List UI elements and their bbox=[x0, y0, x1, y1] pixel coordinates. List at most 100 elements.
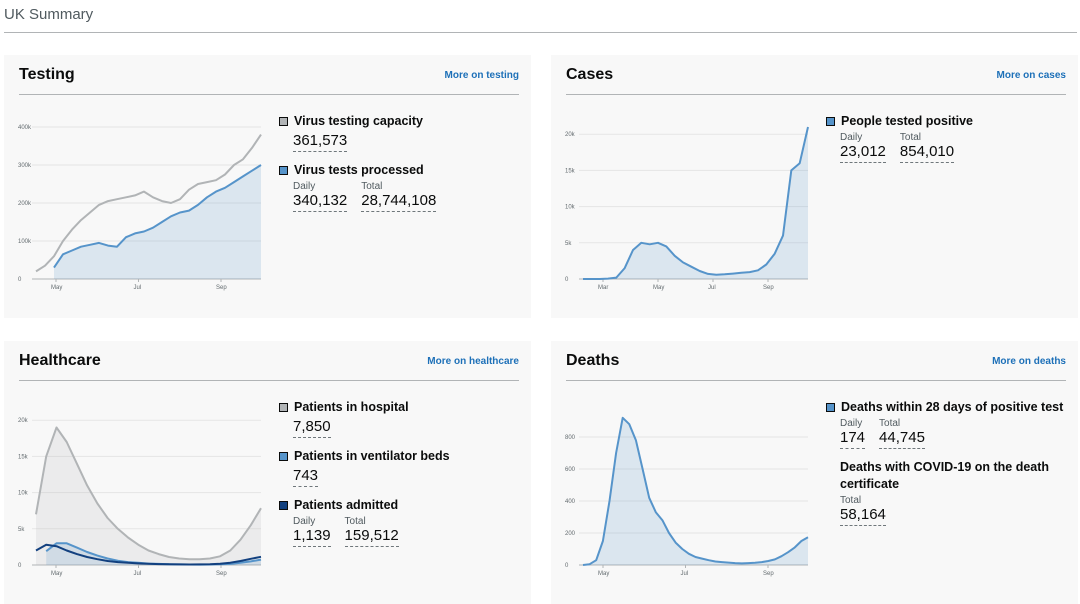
metric-value-label: Total bbox=[840, 495, 862, 506]
card-title: Testing bbox=[19, 66, 75, 83]
metric-value-group: Daily 340,132 bbox=[293, 181, 348, 212]
y-tick-label: 200k bbox=[18, 201, 32, 207]
series-area bbox=[54, 165, 261, 279]
metric-block: Patients in hospital 7,850 bbox=[278, 399, 523, 438]
metric-values: Daily 23,012 Total 854,010 bbox=[840, 132, 1070, 163]
metric-value-group: Daily 23,012 bbox=[840, 132, 886, 163]
metric-value[interactable]: 58,164 bbox=[840, 506, 886, 526]
healthcare-card: Healthcare More on healthcare 0 5k 10k 15k 2… bbox=[4, 341, 531, 604]
metric-value-group: 743 bbox=[293, 467, 319, 487]
series-area bbox=[583, 417, 808, 565]
y-tick-label: 0 bbox=[565, 563, 569, 569]
metric-values: 743 bbox=[293, 467, 523, 487]
series-line bbox=[35, 134, 262, 273]
metric-value[interactable]: 159,512 bbox=[344, 527, 399, 547]
x-tick-label: May bbox=[598, 571, 609, 577]
metric-title: Patients in ventilator beds bbox=[294, 449, 450, 463]
metric-heading: People tested positive bbox=[825, 113, 1070, 130]
more-on-testing-link[interactable]: More on testing bbox=[444, 70, 519, 81]
metric-title: Deaths within 28 days of positive test bbox=[841, 400, 1064, 414]
metric-value-group: Total 159,512 bbox=[344, 516, 399, 547]
legend-swatch-icon bbox=[826, 403, 835, 412]
y-tick-label: 400 bbox=[565, 499, 576, 505]
metric-heading: Patients admitted bbox=[278, 497, 523, 514]
series-line bbox=[582, 416, 809, 566]
metric-value-group: Daily 1,139 bbox=[293, 516, 331, 547]
x-tick-label: Jul bbox=[681, 571, 689, 577]
metric-value[interactable]: 23,012 bbox=[840, 143, 886, 163]
metric-heading: Patients in hospital bbox=[278, 399, 523, 416]
metric-value[interactable]: 7,850 bbox=[293, 418, 331, 438]
y-tick-label: 20k bbox=[565, 132, 576, 138]
card-title: Deaths bbox=[566, 352, 620, 369]
y-tick-label: 10k bbox=[18, 491, 29, 497]
more-on-cases-link[interactable]: More on cases bbox=[996, 70, 1066, 81]
metric-value-group: Daily 174 bbox=[840, 418, 866, 449]
metric-values: Daily 1,139 Total 159,512 bbox=[293, 516, 523, 547]
y-tick-label: 10k bbox=[565, 205, 576, 211]
metric-value[interactable]: 1,139 bbox=[293, 527, 331, 547]
x-tick-label: Sep bbox=[216, 571, 227, 577]
metric-values: Daily 174 Total 44,745 bbox=[840, 418, 1070, 449]
legend-swatch-icon bbox=[279, 166, 288, 175]
x-tick-label: Jul bbox=[134, 285, 142, 291]
card-divider bbox=[19, 380, 519, 381]
legend-swatch-icon bbox=[279, 403, 288, 412]
metrics: Patients in hospital 7,850 Patients in ven… bbox=[278, 399, 523, 557]
metric-block: Deaths with COVID-19 on the death certif… bbox=[825, 459, 1070, 526]
cases-card: Cases More on cases 0 5k 10k 15k 20k Mar May Ju… bbox=[551, 55, 1078, 318]
metric-heading: Patients in ventilator beds bbox=[278, 448, 523, 465]
metric-value[interactable]: 340,132 bbox=[293, 192, 348, 212]
metric-value-label: Total bbox=[361, 181, 383, 192]
metric-heading: Deaths within 28 days of positive test bbox=[825, 399, 1070, 416]
x-tick-label: Sep bbox=[763, 571, 774, 577]
y-tick-label: 600 bbox=[565, 467, 576, 473]
metrics: People tested positive Daily 23,012 Total 85… bbox=[825, 113, 1070, 173]
x-tick-label: Jul bbox=[708, 285, 716, 291]
metric-value[interactable]: 743 bbox=[293, 467, 319, 487]
deaths-card: Deaths More on deaths 0 200 400 600 800 May Ju… bbox=[551, 341, 1078, 604]
y-tick-label: 200 bbox=[565, 531, 576, 537]
card-divider bbox=[566, 380, 1066, 381]
metric-value[interactable]: 854,010 bbox=[899, 143, 955, 163]
metric-block: Deaths within 28 days of positive test Da… bbox=[825, 399, 1070, 449]
series-line bbox=[53, 164, 262, 269]
healthcare-chart: 0 5k 10k 15k 20k May Jul Sep bbox=[18, 418, 262, 577]
more-on-healthcare-link[interactable]: More on healthcare bbox=[427, 356, 519, 367]
y-tick-label: 0 bbox=[565, 277, 569, 283]
metric-value-label: Daily bbox=[840, 418, 863, 429]
y-tick-label: 5k bbox=[18, 527, 25, 533]
metrics: Virus testing capacity 361,573 Virus tests… bbox=[278, 113, 523, 222]
card-divider bbox=[19, 94, 519, 95]
metric-values: 361,573 bbox=[293, 132, 523, 152]
more-on-deaths-link[interactable]: More on deaths bbox=[992, 356, 1066, 367]
metric-value[interactable]: 28,744,108 bbox=[361, 192, 437, 212]
metric-values: Total 58,164 bbox=[840, 495, 1070, 526]
x-tick-label: Mar bbox=[598, 285, 608, 291]
testing-chart: 0 100k 200k 300k 400k May Jul Sep bbox=[18, 125, 262, 291]
cases-chart: 0 5k 10k 15k 20k Mar May Jul Sep bbox=[565, 126, 809, 291]
metric-values: 7,850 bbox=[293, 418, 523, 438]
metric-title: People tested positive bbox=[841, 114, 973, 128]
metric-block: Patients admitted Daily 1,139 Total 159,512 bbox=[278, 497, 523, 547]
series-area bbox=[583, 127, 808, 279]
metric-block: Virus tests processed Daily 340,132 Total 28… bbox=[278, 162, 523, 212]
metric-value-label: Daily bbox=[840, 132, 863, 143]
metric-block: People tested positive Daily 23,012 Total 85… bbox=[825, 113, 1070, 163]
metric-value[interactable]: 174 bbox=[840, 429, 866, 449]
card-title: Cases bbox=[566, 66, 614, 83]
metric-value[interactable]: 361,573 bbox=[293, 132, 348, 152]
y-tick-label: 0 bbox=[18, 277, 22, 283]
legend-swatch-icon bbox=[279, 452, 288, 461]
metric-value-label: Daily bbox=[293, 181, 316, 192]
deaths-chart: 0 200 400 600 800 May Jul Sep bbox=[565, 416, 809, 577]
metric-values: Daily 340,132 Total 28,744,108 bbox=[293, 181, 523, 212]
metric-value-group: 7,850 bbox=[293, 418, 331, 438]
card-title: Healthcare bbox=[19, 352, 101, 369]
metric-value[interactable]: 44,745 bbox=[879, 429, 925, 449]
title-divider bbox=[4, 32, 1077, 33]
testing-card: Testing More on testing 0 100k 200k 300k 400… bbox=[4, 55, 531, 318]
metric-value-group: Total 44,745 bbox=[879, 418, 925, 449]
y-tick-label: 5k bbox=[565, 241, 572, 247]
legend-swatch-icon bbox=[279, 117, 288, 126]
